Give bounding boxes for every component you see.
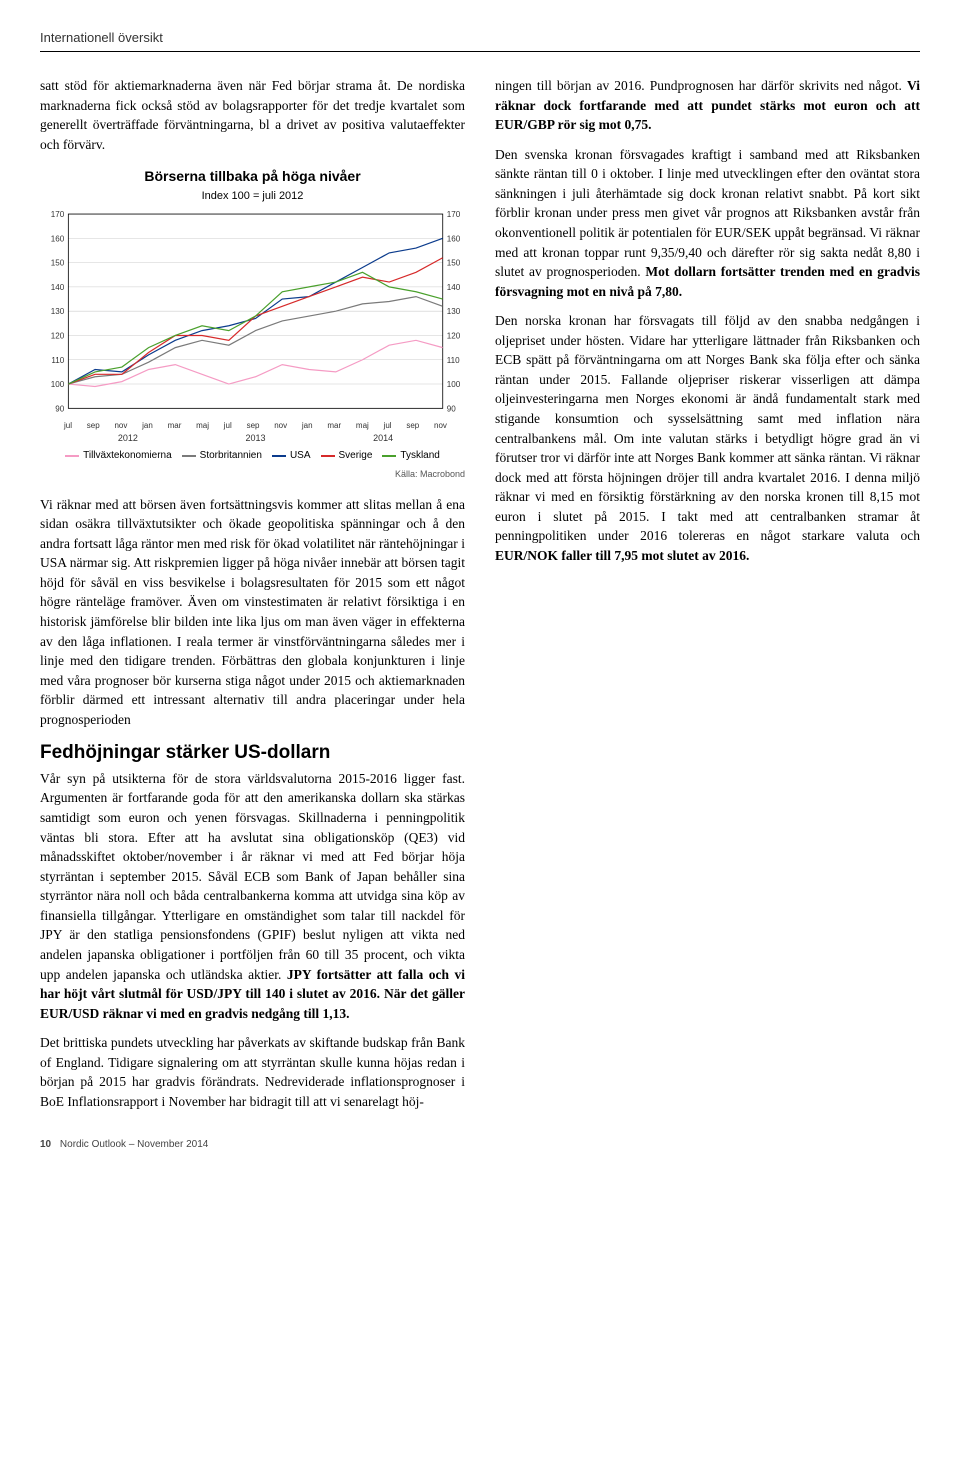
chart-x-years: 201220132014: [40, 432, 465, 445]
svg-text:150: 150: [51, 259, 65, 268]
svg-text:170: 170: [447, 211, 461, 220]
left-para-1: satt stöd för aktiemarknaderna även när …: [40, 76, 465, 154]
left-para-3: Vår syn på utsikterna för de stora värld…: [40, 769, 465, 1023]
chart-source: Källa: Macrobond: [40, 468, 465, 481]
svg-text:140: 140: [447, 283, 461, 292]
svg-text:100: 100: [447, 381, 461, 390]
right-para-2: Den svenska kronan försvagades kraftigt …: [495, 145, 920, 302]
svg-text:160: 160: [447, 235, 461, 244]
two-column-body: satt stöd för aktiemarknaderna även när …: [40, 76, 920, 1121]
right-para-1: ningen till början av 2016. Pundprognose…: [495, 76, 920, 135]
chart-x-ticks: julsepnovjanmarmajjulsepnovjanmarmajjuls…: [40, 420, 465, 432]
svg-text:170: 170: [51, 211, 65, 220]
svg-text:160: 160: [51, 235, 65, 244]
left-para-4: Det brittiska pundets utveckling har påv…: [40, 1033, 465, 1111]
svg-text:120: 120: [51, 332, 65, 341]
chart-plot: 90 90 100 100 110 110 120 120 130 130 140 140 150 150…: [40, 210, 465, 412]
page-footer: 10 Nordic Outlook – November 2014: [40, 1139, 920, 1150]
right-para-3: Den norska kronan har försvagats till fö…: [495, 311, 920, 565]
svg-text:130: 130: [51, 308, 65, 317]
svg-text:140: 140: [51, 283, 65, 292]
svg-text:110: 110: [447, 356, 460, 365]
svg-text:150: 150: [447, 259, 461, 268]
svg-text:90: 90: [55, 405, 64, 413]
right-column: ningen till början av 2016. Pundprognose…: [495, 76, 920, 1121]
stock-index-chart: Börserna tillbaka på höga nivåer Index 1…: [40, 166, 465, 480]
chart-title: Börserna tillbaka på höga nivåer: [40, 166, 465, 186]
left-para-2: Vi räknar med att börsen även fortsättni…: [40, 495, 465, 730]
svg-text:110: 110: [51, 356, 64, 365]
left-column: satt stöd för aktiemarknaderna även när …: [40, 76, 465, 1121]
section-heading-fed: Fedhöjningar stärker US-dollarn: [40, 739, 465, 767]
svg-text:90: 90: [447, 405, 456, 413]
page-number: 10: [40, 1139, 51, 1150]
publication-name: Nordic Outlook – November 2014: [60, 1139, 208, 1150]
chart-subtitle: Index 100 = juli 2012: [40, 189, 465, 205]
svg-text:130: 130: [447, 308, 461, 317]
page-header: Internationell översikt: [40, 30, 920, 52]
chart-legend: TillväxtekonomiernaStorbritannienUSASver…: [40, 449, 465, 464]
svg-text:120: 120: [447, 332, 461, 341]
svg-text:100: 100: [51, 381, 65, 390]
